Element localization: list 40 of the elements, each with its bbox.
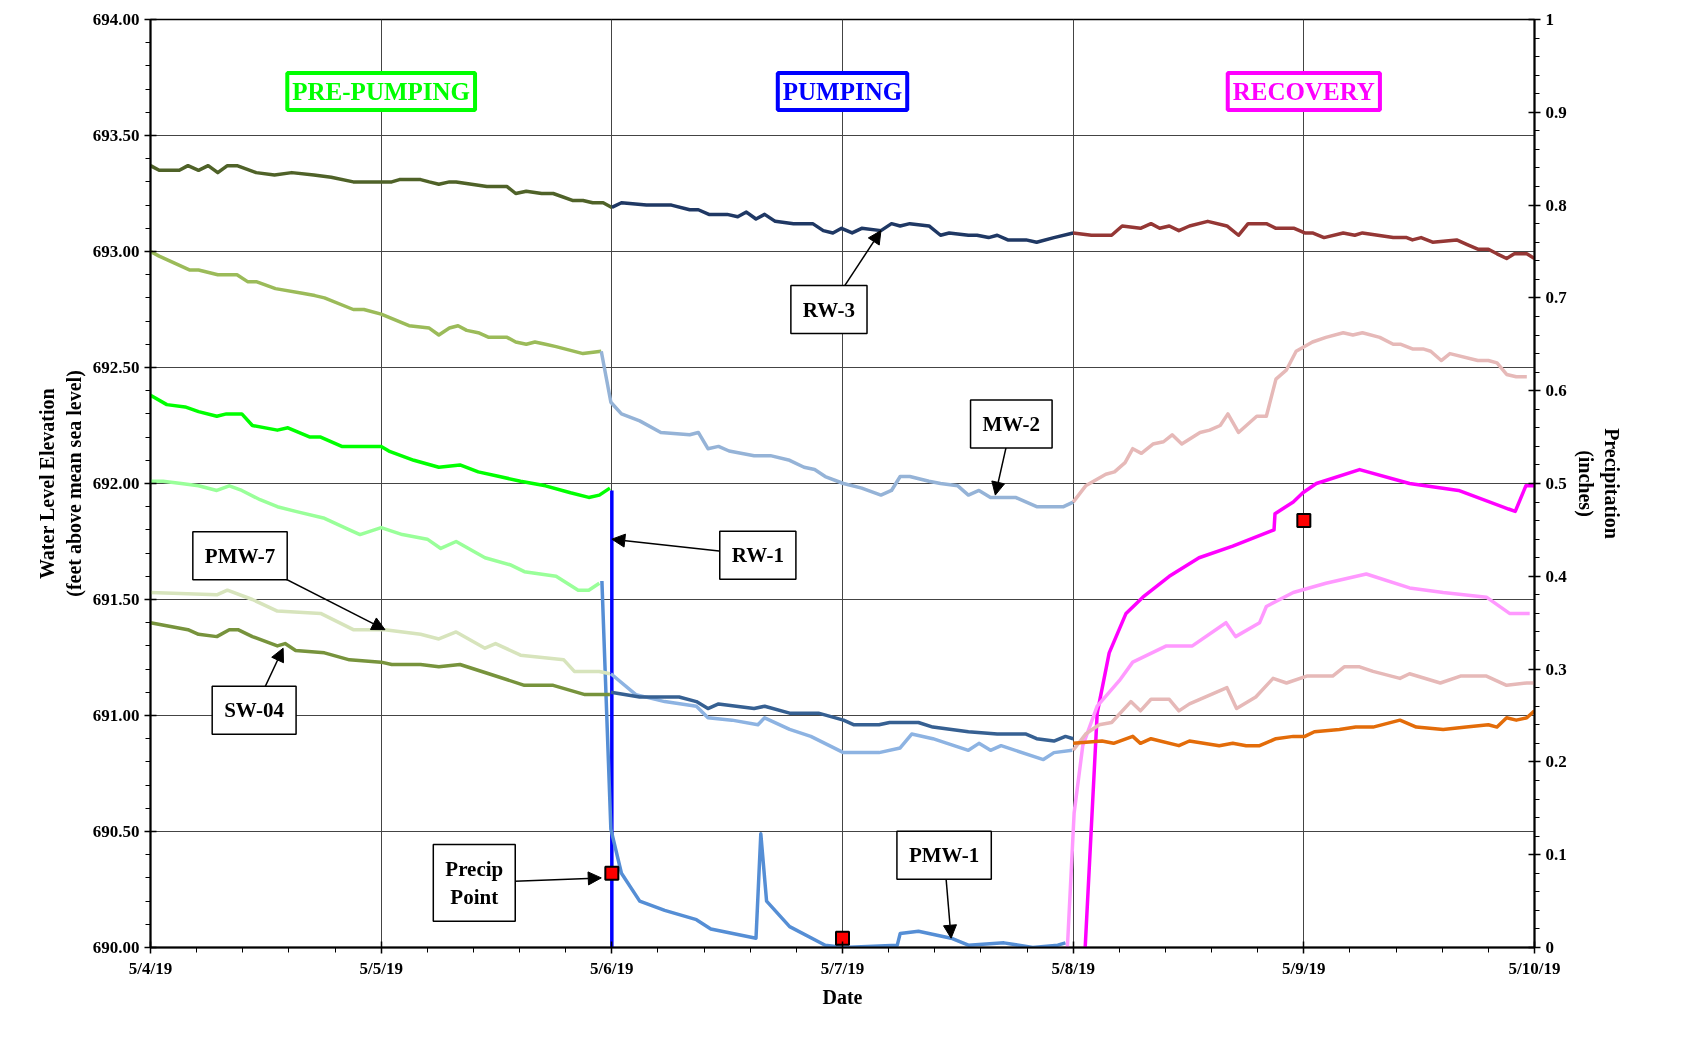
y2-tick-label: 0.4 <box>1545 566 1568 586</box>
annotation: RW-1 <box>731 543 784 568</box>
y2-tick-label: 0.8 <box>1545 195 1567 215</box>
y-tick-label: 690.00 <box>92 938 140 957</box>
y2-axis-title: Precipitation (inches) <box>1573 428 1624 539</box>
x-axis-title: Date <box>822 985 863 1008</box>
y2-tick-label: 0.6 <box>1545 381 1567 401</box>
y2-tick-label: 0.7 <box>1545 288 1568 308</box>
y-tick-label: 694.00 <box>92 10 140 29</box>
x-tick-label: 5/4/19 <box>128 958 173 978</box>
annotation: PMW-7 <box>204 543 276 568</box>
y-tick-label: 693.00 <box>92 242 140 261</box>
y2-tick-label: 1 <box>1545 10 1554 29</box>
x-tick-label: 5/8/19 <box>1051 958 1095 978</box>
y2-tick-label: 0.3 <box>1545 659 1567 679</box>
y2-tick-label: 0.2 <box>1545 752 1567 772</box>
x-tick-label: 5/7/19 <box>820 958 865 978</box>
y-tick-label: 692.50 <box>92 358 140 377</box>
y-tick-label: 691.50 <box>92 590 140 609</box>
x-tick-label: 5/5/19 <box>359 958 403 978</box>
annotation: PMW-1 <box>908 843 980 868</box>
x-tick-label: 5/6/19 <box>590 958 634 978</box>
y-tick-label: 691.00 <box>92 706 140 725</box>
y2-tick-label: 0.9 <box>1545 102 1567 122</box>
y2-tick-label: 0 <box>1545 938 1554 957</box>
y2-tick-label: 0.5 <box>1545 474 1567 493</box>
annotation: RW-3 <box>802 297 856 322</box>
annotation: PRE-PUMPING <box>292 78 471 105</box>
x-tick-label: 5/9/19 <box>1282 958 1326 978</box>
annotation: MW-2 <box>982 412 1041 437</box>
annotation: SW-04 <box>224 698 285 723</box>
x-tick-label: 5/10/19 <box>1508 958 1561 978</box>
annotation: RECOVERY <box>1232 78 1375 105</box>
y-tick-label: 692.00 <box>92 474 140 493</box>
annotation: PUMPING <box>782 78 903 105</box>
y2-tick-label: 0.1 <box>1545 845 1567 865</box>
y-axis-title: Water Level Elevation (feet above mean sea level) <box>36 370 86 597</box>
annotation: Precip Point <box>445 856 504 910</box>
y-tick-label: 690.50 <box>92 822 140 841</box>
y-tick-label: 693.50 <box>92 126 140 145</box>
